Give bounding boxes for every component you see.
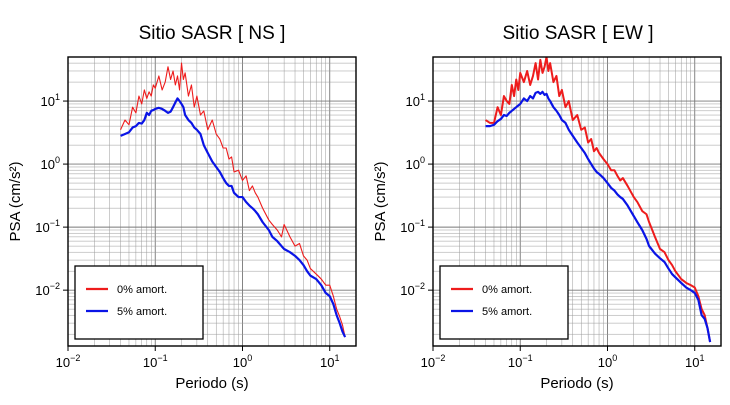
series-line-damped xyxy=(485,90,712,343)
y-tick-label: 101 xyxy=(406,92,425,109)
x-tick-label: 10−2 xyxy=(421,353,446,370)
x-tick-label: 10−1 xyxy=(143,353,168,370)
x-tick-label: 10−1 xyxy=(508,353,533,370)
x-tick-label: 100 xyxy=(598,353,617,370)
legend: 0% amort. 5% amort. xyxy=(439,265,569,340)
y-axis-label: PSA (cm/s²) xyxy=(372,161,389,241)
legend-label: 0% amort. xyxy=(482,284,532,296)
chart-title: Sitio SASR [ EW ] xyxy=(503,23,654,44)
legend: 0% amort. 5% amort. xyxy=(74,265,204,340)
y-tick-label: 10−1 xyxy=(400,218,425,235)
legend-box xyxy=(439,265,569,340)
x-tick-label: 101 xyxy=(320,353,339,370)
y-tick-label: 10−2 xyxy=(400,281,425,298)
y-tick-label: 101 xyxy=(41,92,60,109)
x-tick-label: 101 xyxy=(685,353,704,370)
series-group xyxy=(484,57,712,343)
series-line-undamped xyxy=(120,62,346,338)
y-tick-label: 100 xyxy=(41,155,60,172)
chart-panel-2: 10−2 10−1 100 101 10−2 10−1 100 101 Sitio SASR [… xyxy=(372,23,722,392)
series-group xyxy=(120,62,347,338)
y-axis-label: PSA (cm/s²) xyxy=(7,161,24,241)
chart-title: Sitio SASR [ NS ] xyxy=(139,23,286,44)
legend-label: 5% amort. xyxy=(117,306,167,318)
plot-frame xyxy=(432,56,722,347)
legend-label: 5% amort. xyxy=(482,306,532,318)
legend-box xyxy=(74,265,204,340)
chart-panel-1: 10−2 10−1 100 101 10−2 10−1 100 101 Sitio SASR [… xyxy=(7,23,357,392)
x-axis-label: Periodo (s) xyxy=(540,375,613,392)
x-axis-label: Periodo (s) xyxy=(175,375,248,392)
y-tick-label: 10−2 xyxy=(35,281,60,298)
y-tick-label: 10−1 xyxy=(35,218,60,235)
x-tick-label: 100 xyxy=(233,353,252,370)
x-tick-label: 10−2 xyxy=(56,353,81,370)
series-line-undamped xyxy=(484,57,712,343)
series-line-damped xyxy=(120,97,347,338)
y-tick-label: 100 xyxy=(406,155,425,172)
legend-label: 0% amort. xyxy=(117,284,167,296)
plot-frame xyxy=(67,56,357,347)
